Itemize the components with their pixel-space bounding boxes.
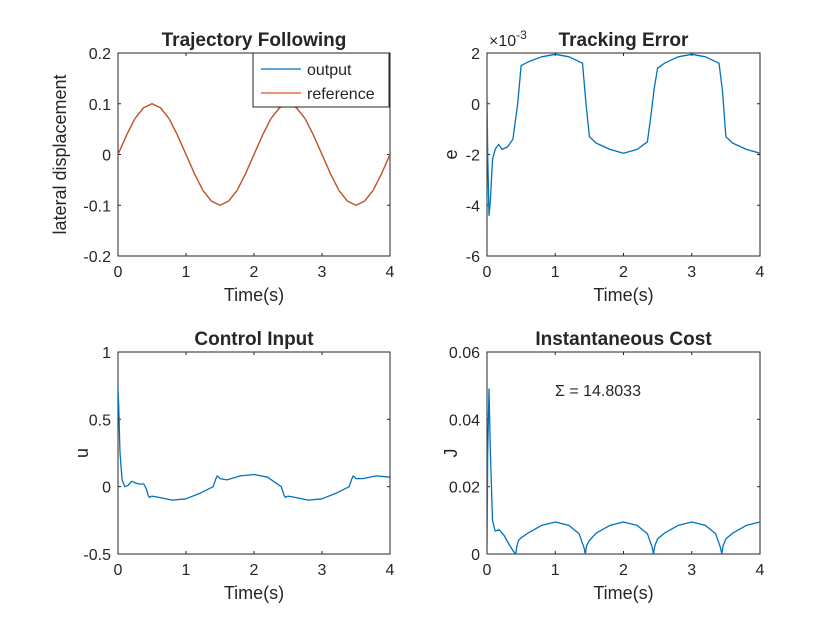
y-axis-label: J bbox=[441, 449, 461, 458]
y-tick-label: 0 bbox=[471, 97, 480, 114]
legend-box bbox=[252, 52, 390, 108]
y-tick-label: -6 bbox=[466, 249, 480, 266]
chart-title: Control Input bbox=[194, 329, 314, 350]
x-tick-label: 4 bbox=[756, 562, 765, 579]
plot-frame bbox=[486, 351, 761, 555]
y-tick-label: 0 bbox=[102, 480, 111, 497]
y-tick-label: -0.5 bbox=[83, 547, 111, 564]
x-tick-label: 3 bbox=[687, 562, 696, 579]
y-tick-label: 0.02 bbox=[449, 480, 480, 497]
x-tick-label: 0 bbox=[483, 562, 492, 579]
x-tick-label: 1 bbox=[182, 562, 191, 579]
series-line-J bbox=[487, 388, 760, 554]
x-tick-label: 4 bbox=[756, 264, 765, 281]
y-tick-label: -0.1 bbox=[83, 198, 111, 215]
chart-title: Instantaneous Cost bbox=[535, 329, 712, 350]
legend-label-output: output bbox=[307, 62, 352, 79]
y-exponent-label: ×10-3 bbox=[489, 28, 527, 50]
x-tick-label: 3 bbox=[318, 562, 327, 579]
x-tick-label: 1 bbox=[551, 562, 560, 579]
plot-err: 0 1 2 3 4 -6 -4 -2 0 2 Tracking Error Time(s) e ×10-3 bbox=[441, 28, 765, 305]
x-axis-label: Time(s) bbox=[224, 285, 284, 305]
x-tick-label: 3 bbox=[687, 264, 696, 281]
y-tick-label: 0.5 bbox=[89, 412, 111, 429]
series-line-e bbox=[487, 53, 760, 217]
y-tick-label: -0.2 bbox=[83, 249, 111, 266]
plot-cost: 0 1 2 3 4 0 0.02 0.04 0.06 Instantaneous Cost Time… bbox=[441, 329, 765, 603]
y-tick-label: 0.1 bbox=[89, 97, 111, 114]
legend-label-reference: reference bbox=[307, 86, 375, 103]
x-axis-label: Time(s) bbox=[593, 285, 653, 305]
x-tick-label: 2 bbox=[250, 264, 259, 281]
x-tick-label: 4 bbox=[386, 562, 395, 579]
x-tick-label: 3 bbox=[318, 264, 327, 281]
series-line-u bbox=[118, 389, 390, 501]
x-axis-label: Time(s) bbox=[224, 583, 284, 603]
plot-traj: 0 1 2 3 4 -0.2 -0.1 0 0.1 0.2 Trajectory Following… bbox=[50, 30, 395, 305]
y-axis-label: lateral displacement bbox=[50, 74, 70, 234]
x-tick-label: 4 bbox=[386, 264, 395, 281]
y-tick-label: 0.2 bbox=[89, 46, 111, 63]
series-line-reference bbox=[118, 103, 390, 206]
y-axis-label: u bbox=[72, 448, 92, 458]
x-tick-label: 0 bbox=[114, 264, 123, 281]
y-tick-label: 0.04 bbox=[449, 412, 480, 429]
x-tick-label: 2 bbox=[619, 562, 628, 579]
y-tick-label: -2 bbox=[466, 148, 480, 165]
plot-frame bbox=[486, 52, 761, 257]
x-axis-label: Time(s) bbox=[593, 583, 653, 603]
y-tick-label: -4 bbox=[466, 198, 480, 215]
plot-frame bbox=[117, 351, 391, 555]
sum-annotation: Σ = 14.8033 bbox=[555, 383, 641, 400]
x-tick-label: 0 bbox=[483, 264, 492, 281]
x-tick-label: 0 bbox=[114, 562, 123, 579]
y-tick-label: 0 bbox=[102, 148, 111, 165]
x-tick-label: 1 bbox=[182, 264, 191, 281]
y-tick-label: 1 bbox=[102, 345, 111, 362]
x-tick-label: 1 bbox=[551, 264, 560, 281]
y-tick-label: 0 bbox=[471, 547, 480, 564]
legend: output reference bbox=[252, 52, 390, 108]
y-tick-label: 2 bbox=[471, 46, 480, 63]
x-tick-label: 2 bbox=[619, 264, 628, 281]
chart-title: Tracking Error bbox=[559, 30, 689, 51]
y-axis-label: e bbox=[441, 149, 461, 159]
chart-title: Trajectory Following bbox=[162, 30, 347, 51]
y-tick-label: 0.06 bbox=[449, 345, 480, 362]
x-tick-label: 2 bbox=[250, 562, 259, 579]
